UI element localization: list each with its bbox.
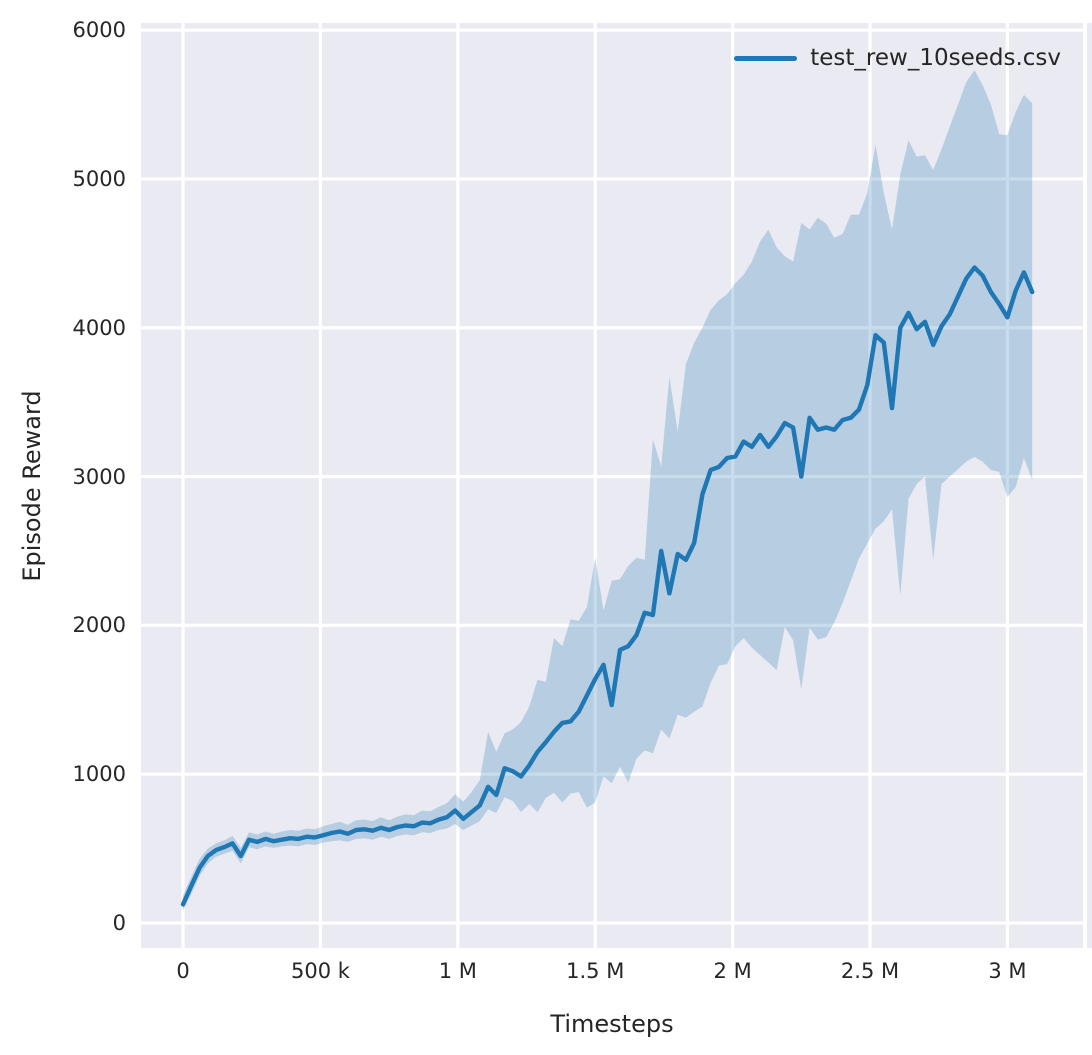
y-tick-label: 6000 — [72, 18, 126, 43]
plot-area: test_rew_10seeds.csv — [141, 23, 1083, 948]
legend-line-sample — [734, 55, 798, 61]
x-axis-tick-labels: 0 500 k 1 M 1.5 M 2 M 2.5 M 3 M — [0, 959, 1092, 989]
x-tick-label: 2.5 M — [840, 959, 900, 983]
x-tick-label: 0 — [176, 959, 190, 983]
y-tick-label: 0 — [112, 911, 126, 935]
y-tick-label: 1000 — [72, 762, 126, 787]
y-tick-label: 3000 — [72, 464, 126, 489]
x-tick-label: 1.5 M — [566, 959, 625, 983]
y-tick-label: 5000 — [72, 166, 126, 191]
y-tick-label: 2000 — [72, 613, 126, 638]
confidence-band — [183, 70, 1033, 911]
legend: test_rew_10seeds.csv — [734, 45, 1061, 71]
legend-label: test_rew_10seeds.csv — [810, 45, 1061, 71]
y-tick-label: 4000 — [72, 315, 126, 340]
mean-reward-line — [180, 265, 1035, 907]
chart-canvas — [141, 23, 1083, 948]
x-axis-label: Timesteps — [550, 1010, 674, 1038]
x-tick-label: 1 M — [438, 959, 477, 983]
y-axis-tick-labels: 0 1000 2000 3000 4000 5000 6000 — [0, 0, 126, 1055]
plot-edge-sliver — [1087, 23, 1092, 948]
x-tick-label: 3 M — [988, 959, 1027, 983]
x-tick-label: 2 M — [713, 959, 752, 983]
x-tick-label: 500 k — [290, 959, 350, 983]
